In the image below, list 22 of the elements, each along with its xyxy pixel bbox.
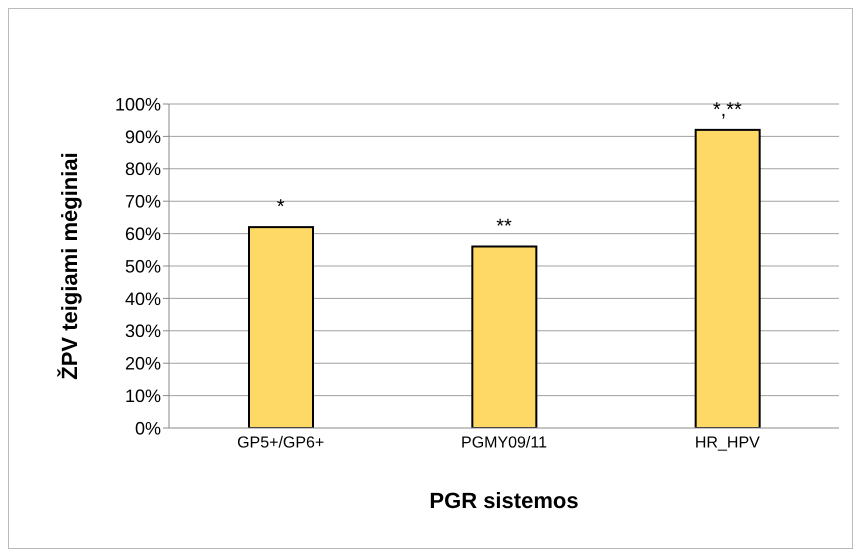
- y-tick-label: 30%: [124, 321, 161, 342]
- annotation: *: [276, 196, 285, 218]
- annotation: **: [496, 216, 512, 238]
- y-tick-label: 10%: [124, 386, 161, 406]
- bar: [471, 246, 538, 428]
- y-tick-label: 0%: [134, 418, 161, 438]
- bar: [694, 128, 761, 428]
- y-tick-label: 20%: [124, 354, 161, 374]
- bar: [248, 226, 314, 428]
- annotation: *,**: [712, 98, 742, 121]
- y-tick-label: 80%: [124, 159, 161, 180]
- y-tick-label: 50%: [124, 256, 161, 276]
- y-tick-label: 40%: [124, 288, 161, 309]
- x-axis-title: PGR sistemos: [429, 488, 579, 513]
- x-tick-label: HR_HPV: [694, 434, 760, 452]
- y-axis-title: ŽPV teigiami mėginiai: [56, 152, 82, 380]
- x-tick-label: PGMY09/11: [461, 434, 548, 452]
- x-tick-label: GP5+/GP6+: [237, 434, 324, 452]
- y-tick-label: 90%: [124, 126, 161, 147]
- y-tick-label: 60%: [124, 224, 161, 244]
- y-tick-label: 70%: [124, 192, 161, 212]
- y-tick-label: 100%: [114, 94, 161, 114]
